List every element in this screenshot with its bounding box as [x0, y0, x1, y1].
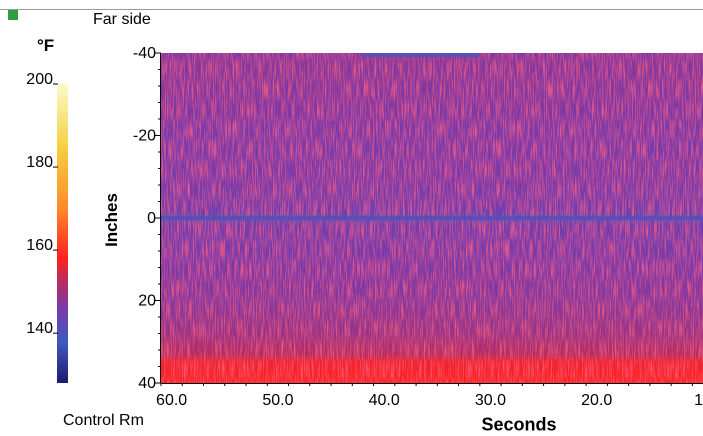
colorbar: 200 180 160 140 [26, 71, 68, 383]
control-room-label: Control Rm [63, 412, 144, 429]
colorbar-tick-label: 140 [26, 320, 53, 337]
status-square-icon [8, 10, 18, 20]
y-tick-label: -40 [133, 45, 156, 62]
y-tick-label: 0 [147, 210, 156, 227]
y-tick-label: 20 [138, 293, 156, 310]
x-tick-label: 20.0 [581, 392, 612, 409]
heatmap-area [161, 53, 703, 383]
colorbar-tick-label: 160 [26, 237, 53, 254]
top-divider [0, 9, 703, 10]
colorbar-unit-label: °F [37, 36, 55, 55]
x-axis-label: Seconds [481, 414, 557, 435]
x-tick-label: 50.0 [262, 392, 293, 409]
x-tick-label: 40.0 [369, 392, 400, 409]
colorbar-tick-label: 180 [26, 154, 53, 171]
cool-band-0 [362, 53, 480, 58]
y-tick-label: -20 [133, 128, 156, 145]
colorbar-tick-label: 200 [26, 71, 53, 88]
cool-band-1 [161, 215, 703, 221]
x-tick-label: 30.0 [475, 392, 506, 409]
colorbar-gradient [57, 84, 68, 383]
x-tick-label: 10 [694, 392, 703, 409]
x-tick-label: 60.0 [156, 392, 187, 409]
far-side-label: Far side [93, 11, 151, 28]
y-tick-label: 40 [138, 375, 156, 392]
